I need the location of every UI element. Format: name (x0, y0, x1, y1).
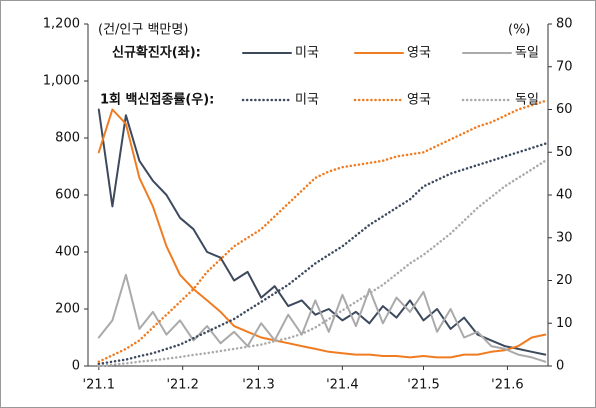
x-tick-label: '21.5 (407, 378, 440, 393)
y2-tick-label: 20 (556, 273, 573, 288)
x-tick-label: '21.4 (326, 378, 359, 393)
legend-label: 영국 (407, 46, 431, 61)
y-tick-label: 800 (55, 131, 80, 146)
y-tick-label: 1,000 (43, 74, 80, 89)
y-tick-label: 600 (55, 188, 80, 203)
x-tick-label: '21.1 (83, 378, 116, 393)
y2-tick-label: 60 (556, 102, 573, 117)
y2-tick-label: 80 (556, 17, 573, 32)
legend-label: 미국 (295, 93, 319, 108)
y-tick-label: 1,200 (43, 17, 80, 32)
y2-tick-label: 30 (556, 230, 573, 245)
y-tick-label: 0 (72, 359, 80, 374)
vaccine-line (97, 99, 547, 363)
y2-tick-label: 0 (556, 359, 564, 374)
legend-label: 독일 (515, 46, 539, 61)
left-unit: (건/인구 백만명) (98, 23, 188, 38)
right-unit: (%) (508, 23, 531, 38)
case-line (97, 273, 547, 363)
y2-tick-label: 40 (556, 188, 573, 203)
vaccine-line (97, 159, 547, 368)
y2-tick-label: 50 (556, 145, 573, 160)
y2-tick-label: 70 (556, 59, 573, 74)
legend-label: 영국 (407, 93, 431, 108)
y-tick-label: 400 (55, 245, 80, 260)
legend-group-label: 신규확진자(좌): (112, 45, 201, 61)
y-tick-label: 200 (55, 302, 80, 317)
case-line (97, 108, 547, 356)
vaccine-line (97, 142, 547, 366)
legend-group-label: 1회 백신접종률(우): (100, 92, 214, 108)
legend-label: 독일 (515, 93, 539, 108)
case-line (97, 108, 547, 359)
x-tick-label: '21.2 (166, 378, 199, 393)
x-tick-label: '21.6 (491, 378, 524, 393)
y2-tick-label: 10 (556, 316, 573, 331)
legend-label: 미국 (295, 46, 319, 61)
x-tick-label: '21.3 (242, 378, 275, 393)
